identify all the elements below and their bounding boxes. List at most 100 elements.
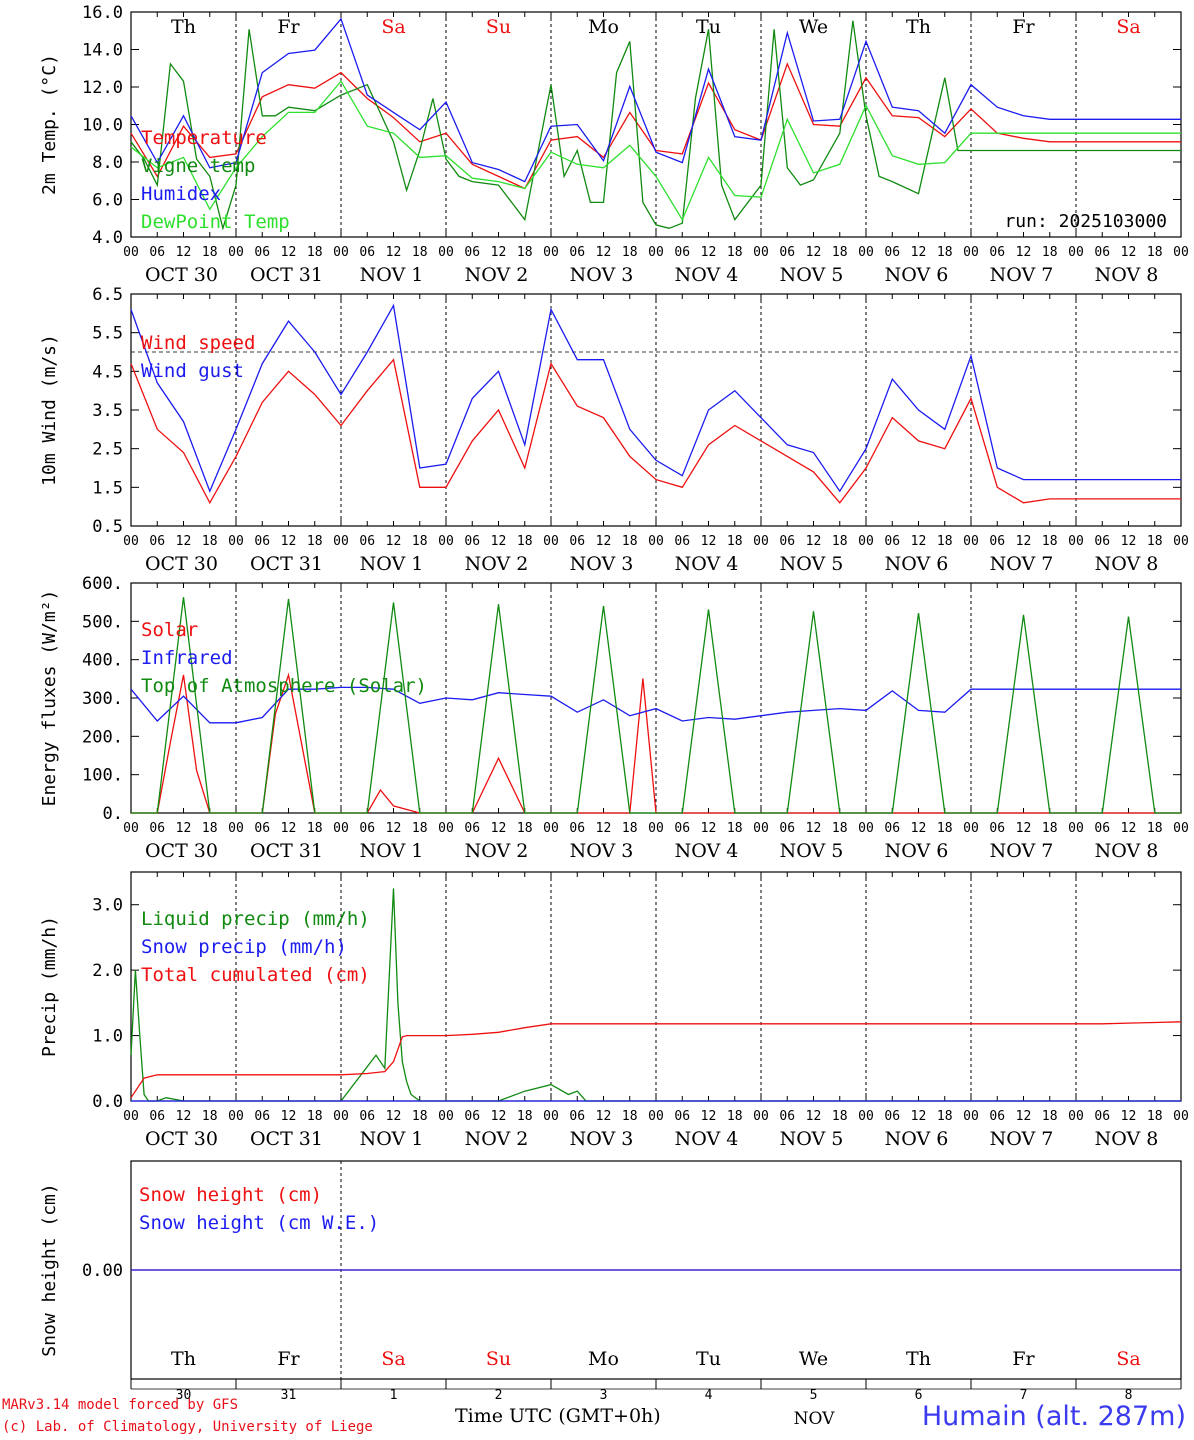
temp-y-axis-title: 2m Temp. (°C): [39, 54, 60, 195]
energy-hour-label: 12: [1016, 821, 1032, 836]
credit-line-model: MARv3.14 model forced by GFS: [2, 1397, 239, 1413]
precip-hour-label: 00: [228, 1109, 244, 1124]
footer-weekday-label: Fr: [277, 1348, 300, 1370]
energy-date-label: NOV 8: [1095, 840, 1159, 862]
footer-weekday-label: Th: [906, 1348, 931, 1370]
temp-date-label: NOV 7: [990, 264, 1054, 286]
energy-hour-label: 00: [648, 821, 664, 836]
wind-hour-label: 18: [307, 534, 323, 549]
temp-series-humidex: [130, 17, 1181, 183]
energy-legend-label: Infrared: [141, 647, 233, 669]
snow-y-axis-title: Snow height (cm): [39, 1183, 60, 1356]
energy-hour-label: 00: [123, 821, 139, 836]
energy-hour-label: 18: [1147, 821, 1163, 836]
temp-weekday-label: We: [799, 16, 828, 38]
precip-hour-label: 00: [333, 1109, 349, 1124]
energy-hour-label: 12: [386, 821, 402, 836]
wind-hour-label: 18: [202, 534, 218, 549]
footer-day-number: 8: [1125, 1388, 1133, 1403]
temp-weekday-label: Th: [171, 16, 196, 38]
precip-hour-label: 00: [858, 1109, 874, 1124]
temp-hour-label: 00: [228, 245, 244, 260]
temp-date-label: NOV 4: [675, 264, 739, 286]
energy-hour-label: 06: [1094, 821, 1110, 836]
wind-hour-label: 06: [464, 534, 480, 549]
temp-y-tick-label: 10.0: [82, 116, 123, 136]
wind-hour-label: 18: [412, 534, 428, 549]
temp-y-tick-label: 4.0: [92, 228, 123, 248]
precip-hour-label: 06: [989, 1109, 1005, 1124]
wind-hour-label: 00: [963, 534, 979, 549]
precip-hour-label: 00: [1068, 1109, 1084, 1124]
precip-hour-label: 12: [491, 1109, 507, 1124]
energy-hour-label: 06: [569, 821, 585, 836]
wind-date-label: NOV 1: [360, 553, 424, 575]
energy-hour-label: 00: [333, 821, 349, 836]
wind-legend-label: Wind gust: [141, 360, 244, 382]
wind-date-label: OCT 31: [250, 553, 323, 575]
energy-hour-label: 12: [911, 821, 927, 836]
wind-hour-label: 00: [1173, 534, 1189, 549]
wind-hour-label: 12: [176, 534, 192, 549]
precip-hour-label: 00: [543, 1109, 559, 1124]
wind-date-label: OCT 30: [145, 553, 218, 575]
energy-hour-label: 00: [1173, 821, 1189, 836]
temp-weekday-label: Th: [906, 16, 931, 38]
temp-hour-label: 00: [963, 245, 979, 260]
precip-y-tick-label: 2.0: [92, 961, 123, 981]
precip-date-label: NOV 4: [675, 1128, 739, 1150]
precip-hour-label: 12: [1121, 1109, 1137, 1124]
energy-legend-label: Top of Atmosphere (Solar): [141, 675, 427, 697]
temp-date-label: OCT 30: [145, 264, 218, 286]
energy-hour-label: 06: [254, 821, 270, 836]
temp-date-label: NOV 2: [465, 264, 529, 286]
temp-hour-label: 06: [569, 245, 585, 260]
precip-hour-label: 18: [622, 1109, 638, 1124]
precip-hour-label: 00: [648, 1109, 664, 1124]
temp-y-tick-label: 8.0: [92, 153, 123, 173]
energy-hour-label: 00: [858, 821, 874, 836]
energy-y-tick-label: 200.: [82, 727, 123, 747]
wind-y-tick-label: 0.5: [92, 517, 123, 537]
temp-hour-label: 12: [806, 245, 822, 260]
wind-series-wind-speed: [130, 358, 1181, 505]
temp-hour-label: 06: [254, 245, 270, 260]
temp-hour-label: 00: [1068, 245, 1084, 260]
wind-y-axis-title: 10m Wind (m/s): [39, 334, 60, 486]
temp-y-tick-label: 14.0: [82, 41, 123, 61]
energy-hour-label: 18: [517, 821, 533, 836]
energy-hour-label: 00: [963, 821, 979, 836]
temp-y-tick-label: 12.0: [82, 78, 123, 98]
precip-hour-label: 12: [701, 1109, 717, 1124]
footer-day-number: 31: [281, 1388, 297, 1403]
temp-hour-label: 18: [517, 245, 533, 260]
footer-month-label: NOV: [794, 1409, 836, 1429]
energy-hour-label: 00: [543, 821, 559, 836]
precip-date-label: NOV 6: [885, 1128, 949, 1150]
temp-hour-label: 06: [779, 245, 795, 260]
energy-date-label: OCT 31: [250, 840, 323, 862]
temp-weekday-label: Fr: [1012, 16, 1035, 38]
temp-date-label: NOV 3: [570, 264, 634, 286]
energy-date-label: NOV 6: [885, 840, 949, 862]
precip-legend-label: Total cumulated (cm): [141, 964, 370, 986]
precip-hour-label: 18: [412, 1109, 428, 1124]
temp-hour-label: 18: [832, 245, 848, 260]
precip-hour-label: 00: [438, 1109, 454, 1124]
energy-date-label: NOV 2: [465, 840, 529, 862]
energy-hour-label: 06: [359, 821, 375, 836]
run-label: run: 2025103000: [1004, 211, 1167, 232]
energy-hour-label: 12: [596, 821, 612, 836]
energy-hour-label: 18: [622, 821, 638, 836]
wind-hour-label: 18: [832, 534, 848, 549]
wind-hour-label: 18: [622, 534, 638, 549]
temp-frame: [130, 11, 1182, 238]
precip-y-tick-label: 1.0: [92, 1027, 123, 1047]
wind-hour-label: 12: [1016, 534, 1032, 549]
precip-date-label: NOV 8: [1095, 1128, 1159, 1150]
footer-weekday-label: Su: [486, 1348, 511, 1370]
energy-hour-label: 06: [989, 821, 1005, 836]
wind-date-label: NOV 4: [675, 553, 739, 575]
wind-hour-label: 12: [386, 534, 402, 549]
